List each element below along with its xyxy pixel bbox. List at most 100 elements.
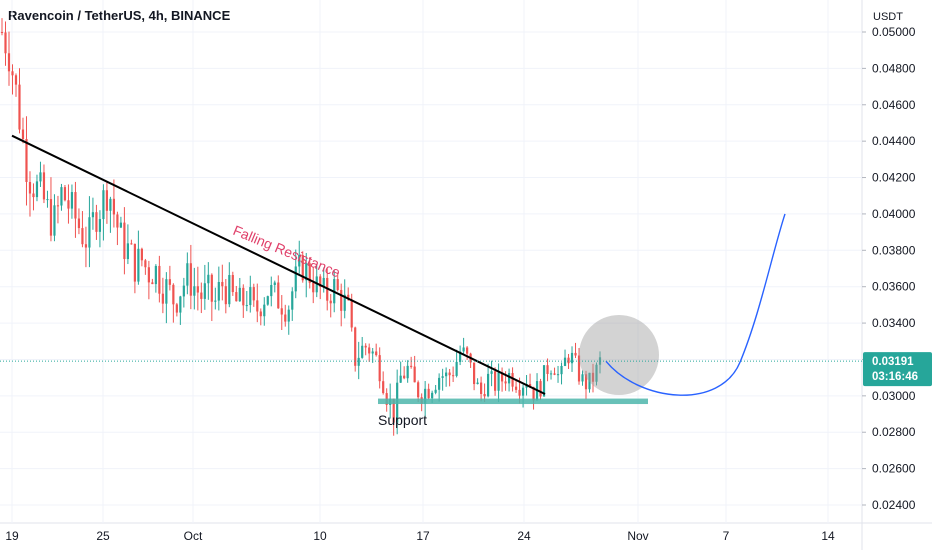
candle-body [441, 376, 444, 378]
price-tick-label: 0.02600 [872, 462, 916, 476]
candle-body [238, 287, 241, 302]
candlestick-series [0, 18, 602, 436]
candle-body [532, 386, 535, 401]
candle-body [63, 187, 67, 201]
candle-body [375, 351, 378, 356]
candle-body [140, 248, 143, 261]
candle-body [39, 172, 42, 182]
candle-body [175, 304, 178, 313]
candle-body [280, 308, 283, 315]
candle-body [448, 372, 451, 376]
candle-body [266, 296, 269, 305]
candle-body [431, 392, 434, 399]
candle-body [189, 263, 192, 296]
candle-body [322, 277, 325, 287]
price-axis[interactable]: USDT 0.05000 0.04800 0.04600 0.04400 0.04200 0… [862, 11, 932, 512]
candle-body [137, 248, 140, 282]
highlight-circle [579, 315, 659, 395]
candle-body [357, 357, 360, 366]
candle-body [371, 351, 374, 354]
candle-body [413, 366, 416, 383]
candle-body [277, 282, 280, 309]
candle-body [11, 71, 14, 76]
candle-body [305, 263, 308, 281]
price-tick-label: 0.03000 [872, 389, 916, 403]
candle-body [53, 205, 56, 236]
current-price-badge [863, 352, 932, 387]
candle-body [584, 374, 588, 390]
candle-body [284, 314, 287, 322]
candle-body [298, 255, 301, 267]
price-tick-label: 0.04000 [872, 207, 916, 221]
candle-body [119, 222, 123, 228]
candle-body [179, 296, 182, 313]
candle-body [476, 382, 479, 385]
candle-body [574, 352, 577, 356]
projection-curve [605, 213, 786, 396]
candle-body [123, 222, 126, 260]
time-tick-label: 24 [517, 529, 531, 543]
candle-body [294, 266, 297, 292]
price-tick-label: 0.03800 [872, 243, 916, 257]
candle-body [200, 292, 203, 299]
candle-body [116, 214, 119, 228]
candle-body [18, 84, 21, 130]
candle-body [112, 198, 116, 215]
candle-body [242, 287, 245, 306]
candle-body [570, 352, 574, 364]
candle-body [581, 374, 584, 382]
candle-body [4, 32, 7, 54]
candle-body [259, 311, 262, 317]
time-tick-label: 14 [821, 529, 835, 543]
candle-body [221, 281, 224, 287]
candle-body [245, 305, 248, 307]
candle-body [354, 327, 357, 366]
candle-body [168, 279, 171, 285]
time-tick-label: 7 [723, 529, 730, 543]
candle-body [486, 373, 490, 397]
candle-body [235, 292, 238, 302]
candle-body [193, 286, 196, 296]
time-tick-label: Oct [184, 529, 203, 543]
candle-body [490, 371, 493, 374]
candle-body [577, 355, 581, 382]
candle-body [445, 372, 448, 377]
time-tick-label: 17 [416, 529, 430, 543]
candle-body [546, 365, 549, 374]
candle-body [154, 265, 157, 285]
candle-body [158, 265, 161, 294]
time-axis[interactable]: 19 25 Oct 10 17 24 Nov 7 14 [5, 529, 835, 543]
price-tick-label: 0.02400 [872, 498, 916, 512]
candle-body [74, 192, 77, 219]
candle-body [595, 364, 598, 382]
candle-body [539, 381, 542, 397]
candle-body [382, 381, 385, 394]
candle-body [567, 357, 570, 364]
candle-body [497, 372, 500, 391]
candle-body [161, 293, 164, 304]
candle-body [252, 287, 255, 301]
candle-body [91, 212, 95, 218]
support-label: Support [378, 412, 427, 428]
candle-body [528, 383, 532, 387]
candle-body [273, 282, 276, 285]
candle-body [424, 388, 427, 404]
candle-body [88, 217, 91, 248]
candle-body [256, 300, 259, 312]
candle-body [165, 279, 168, 304]
candle-body [350, 299, 353, 328]
candle-body [0, 32, 4, 33]
candle-body [511, 373, 514, 387]
candle-body [109, 198, 112, 211]
candle-body [312, 282, 315, 293]
candle-body [182, 285, 185, 297]
candle-body [144, 260, 147, 268]
candle-body [588, 372, 591, 390]
candle-body [224, 286, 227, 305]
candle-body [186, 263, 189, 286]
candle-body [77, 218, 81, 229]
candle-body [479, 382, 483, 395]
price-tick-label: 0.05000 [872, 25, 916, 39]
